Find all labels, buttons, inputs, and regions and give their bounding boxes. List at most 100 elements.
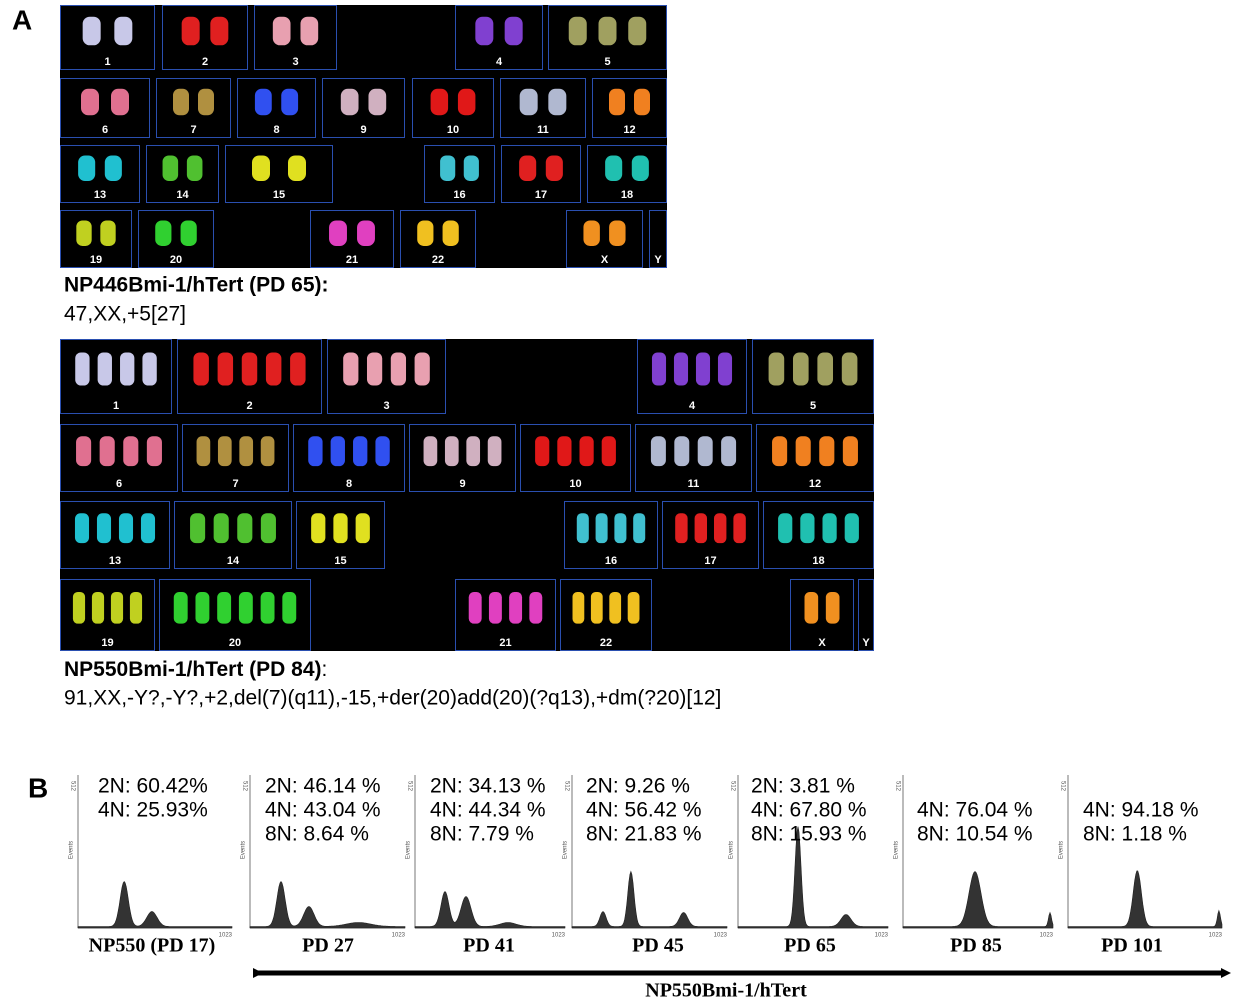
chromosome-box xyxy=(60,145,140,203)
ploidy-percentage: 8N: 15.93 % xyxy=(751,823,867,846)
chromosome xyxy=(311,513,326,544)
chromosome xyxy=(76,436,92,467)
chromosome-label: 11 xyxy=(688,478,700,490)
chromosome-box xyxy=(60,210,132,268)
chromosome xyxy=(254,88,272,116)
chromosome-box xyxy=(60,501,170,569)
chromosome xyxy=(308,436,323,467)
ploidy-percentage: 2N: 46.14 % xyxy=(265,775,381,798)
chromosome xyxy=(548,88,567,116)
chromosome-box xyxy=(60,424,178,492)
chromosome xyxy=(355,513,370,544)
x-max-label: 1023 xyxy=(552,933,566,939)
chromosome xyxy=(817,352,834,386)
y-max-label: 512 xyxy=(406,781,412,792)
chromosome-box xyxy=(412,78,494,138)
chromosome xyxy=(804,591,819,624)
chromosome xyxy=(265,352,282,386)
chromosome-box xyxy=(310,210,394,268)
chromosome-label: 3 xyxy=(383,400,389,412)
chromosome-box xyxy=(564,501,658,569)
chromosome-label: 14 xyxy=(227,555,240,567)
y-max-label: 512 xyxy=(729,781,735,792)
chromosome-label: 17 xyxy=(704,555,716,567)
histogram xyxy=(902,871,1054,929)
ploidy-percentage: 2N: 34.13 % xyxy=(430,775,546,798)
chromosome xyxy=(142,352,157,386)
chromosome xyxy=(329,220,347,246)
chromosome-label: 22 xyxy=(432,254,444,266)
chromosome xyxy=(217,352,234,386)
chromosome-box xyxy=(763,501,874,569)
chromosome xyxy=(368,88,387,116)
chromosome-box xyxy=(138,210,214,268)
chromosome xyxy=(82,16,101,46)
chromosome xyxy=(357,220,375,246)
chromosome-label: Y xyxy=(862,637,870,649)
chromosome xyxy=(180,220,197,246)
chromosome xyxy=(842,436,858,467)
chromosome-box xyxy=(566,210,643,268)
chromosome xyxy=(650,436,666,467)
chromosome-label: 15 xyxy=(334,555,346,567)
chromosome xyxy=(694,513,708,544)
chromosome-label: 6 xyxy=(102,124,108,136)
histogram-label: PD 65 xyxy=(784,935,836,957)
chromosome xyxy=(91,591,105,624)
chromosome-label: 20 xyxy=(229,637,241,649)
chromosome-label: 13 xyxy=(94,189,106,201)
chromosome-label: 5 xyxy=(604,56,610,68)
chromosome-label: 5 xyxy=(810,400,816,412)
chromosome xyxy=(78,155,96,181)
chromosome xyxy=(129,591,143,624)
chromosome-label: 11 xyxy=(537,124,549,136)
arrow-label: NP550Bmi-1/hTert xyxy=(645,980,807,1002)
chromosome-box xyxy=(649,210,667,268)
chromosome xyxy=(193,352,209,386)
histogram xyxy=(1067,870,1223,929)
chromosome xyxy=(487,436,502,467)
chromosome xyxy=(595,513,608,544)
chromosome xyxy=(557,436,572,467)
chromosome xyxy=(488,591,502,624)
chromosome-box xyxy=(146,145,219,203)
chromosome-box xyxy=(293,424,405,492)
caption-title-bold: NP550Bmi-1/hTert (PD 84) xyxy=(64,658,322,681)
chromosome-label: 19 xyxy=(90,254,102,266)
chromosome-label: 7 xyxy=(232,478,238,490)
chromosome xyxy=(609,220,626,246)
chromosome-box xyxy=(237,78,316,138)
ploidy-percentage: 4N: 25.93% xyxy=(98,799,208,822)
ploidy-percentage: 4N: 56.42 % xyxy=(586,799,702,822)
chromosome xyxy=(778,513,793,544)
chromosome xyxy=(440,155,456,181)
chromosome xyxy=(695,352,711,386)
ploidy-percentage: 2N: 3.81 % xyxy=(751,775,855,798)
chromosome xyxy=(572,591,585,624)
chromosome xyxy=(260,591,275,624)
chromosome xyxy=(504,16,523,46)
chromosome-box xyxy=(662,501,759,569)
x-max-label: 1023 xyxy=(1040,933,1054,939)
chromosome xyxy=(146,436,162,467)
chromosome-label: 10 xyxy=(569,478,581,490)
chromosome-label: 18 xyxy=(812,555,824,567)
ploidy-percentage: 8N: 7.79 % xyxy=(430,823,534,846)
chromosome xyxy=(260,513,276,544)
y-axis-title: Events xyxy=(406,841,412,859)
chromosome-label: X xyxy=(601,254,609,266)
chromosome-box xyxy=(60,78,150,138)
ploidy-percentage: 2N: 9.26 % xyxy=(586,775,690,798)
histogram xyxy=(77,880,233,929)
y-axis-title: Events xyxy=(69,841,75,859)
chromosome-label: 21 xyxy=(346,254,358,266)
karyotype-formula: 47,XX,+5[27] xyxy=(64,303,186,326)
chromosome xyxy=(414,352,430,386)
chromosome xyxy=(282,591,297,624)
chromosome xyxy=(213,513,229,544)
chromosome xyxy=(330,436,345,467)
y-max-label: 512 xyxy=(563,781,569,792)
chromosome-box xyxy=(174,501,292,569)
chromosome xyxy=(590,591,603,624)
chromosome xyxy=(609,88,625,116)
